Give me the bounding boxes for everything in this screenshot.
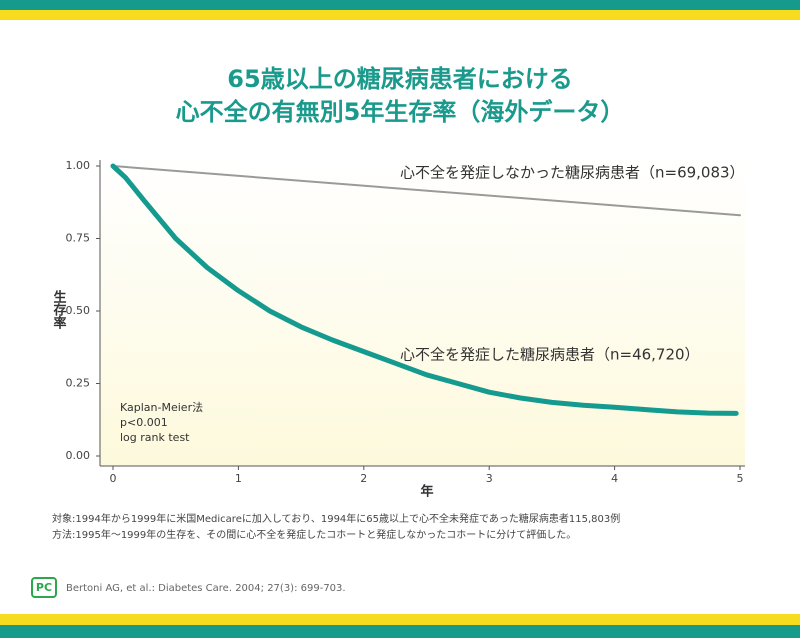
x-tick-label: 3 <box>486 472 493 485</box>
bottom-band <box>0 625 800 638</box>
x-tick-label: 1 <box>235 472 242 485</box>
annotation: p<0.001 <box>120 416 168 429</box>
x-tick-label: 0 <box>110 472 117 485</box>
x-tick-label: 5 <box>737 472 744 485</box>
y-axis-label: 生存率 <box>51 289 67 330</box>
y-tick-label: 0.25 <box>66 377 91 390</box>
y-tick-label: 1.00 <box>66 159 91 172</box>
annotation: Kaplan-Meier法 <box>120 400 203 414</box>
top-stripe <box>0 10 800 20</box>
citation: Bertoni AG, et al.: Diabetes Care. 2004;… <box>66 583 346 594</box>
chart-title: 65歳以上の糖尿病患者における <box>227 65 572 93</box>
x-tick-label: 4 <box>611 472 618 485</box>
y-tick-label: 0.50 <box>66 304 91 317</box>
x-axis-label: 年 <box>420 484 433 500</box>
x-tick-label: 2 <box>360 472 367 485</box>
y-tick-label: 0.00 <box>66 449 91 462</box>
logo-frame <box>31 577 57 598</box>
y-tick-label: 0.75 <box>66 232 91 245</box>
plot-background <box>100 160 745 466</box>
footnote: 方法:1995年～1999年の生存を、その間に心不全を発症したコホートと発症しな… <box>52 528 576 541</box>
series-label: 心不全を発症した糖尿病患者（n=46,720） <box>400 346 700 364</box>
series-label: 心不全を発症しなかった糖尿病患者（n=69,083） <box>400 164 745 182</box>
bottom-stripe <box>0 614 800 625</box>
series-line <box>112 165 741 217</box>
annotation: log rank test <box>120 431 190 444</box>
footnote: 対象:1994年から1999年に米国Medicareに加入しており、1994年に… <box>52 512 620 525</box>
top-band <box>0 0 800 10</box>
chart-title: 心不全の有無別5年生存率（海外データ） <box>176 98 625 126</box>
logo: PC <box>36 581 52 594</box>
series-line <box>110 163 739 416</box>
